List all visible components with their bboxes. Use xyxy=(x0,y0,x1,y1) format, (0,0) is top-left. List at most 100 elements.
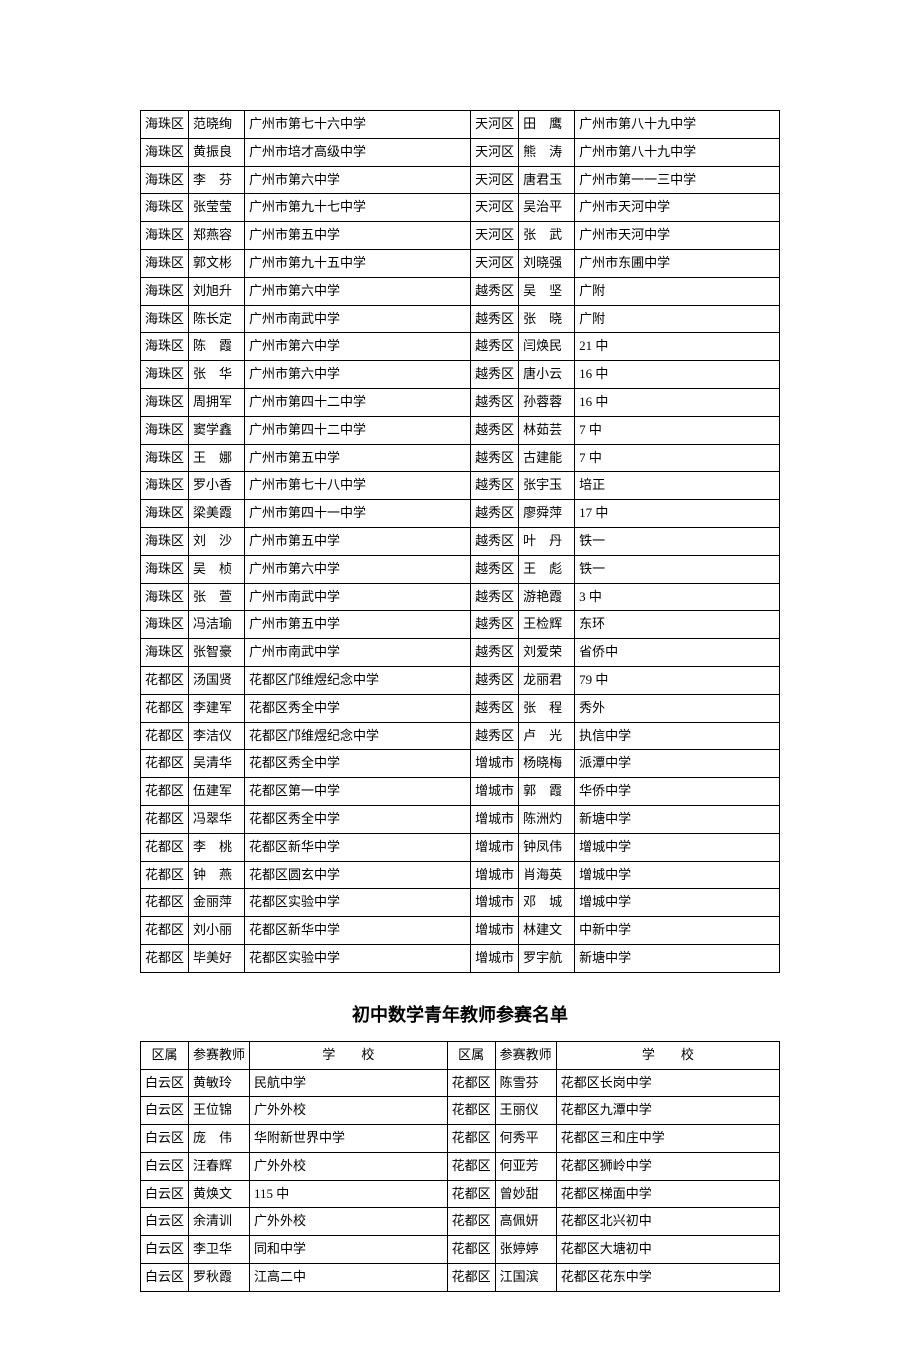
table-cell: 唐小云 xyxy=(519,361,575,389)
table-cell: 罗秋霞 xyxy=(189,1264,250,1292)
table-cell: 新塘中学 xyxy=(575,944,780,972)
table-cell: 115 中 xyxy=(250,1180,448,1208)
table-cell: 越秀区 xyxy=(471,555,519,583)
table-cell: 广州市南武中学 xyxy=(245,639,471,667)
table-cell: 增城市 xyxy=(471,750,519,778)
table-cell: 广外外校 xyxy=(250,1208,448,1236)
table-cell: 白云区 xyxy=(141,1069,189,1097)
table-cell: 广州市南武中学 xyxy=(245,583,471,611)
table-row: 花都区汤国贤花都区邝维煜纪念中学越秀区龙丽君79 中 xyxy=(141,666,780,694)
table-cell: 花都区长岗中学 xyxy=(556,1069,779,1097)
table-cell: 李洁仪 xyxy=(189,722,245,750)
table-row: 花都区冯翠华花都区秀全中学增城市陈洲灼新塘中学 xyxy=(141,805,780,833)
header-cell: 区属 xyxy=(141,1041,189,1069)
table-cell: 7 中 xyxy=(575,416,780,444)
table-cell: 花都区 xyxy=(141,917,189,945)
table-row: 海珠区陈 霞广州市第六中学越秀区闫焕民21 中 xyxy=(141,333,780,361)
table-cell: 张 萱 xyxy=(189,583,245,611)
table-cell: 汤国贤 xyxy=(189,666,245,694)
table-cell: 吴治平 xyxy=(519,194,575,222)
table-row: 花都区李洁仪花都区邝维煜纪念中学越秀区卢 光执信中学 xyxy=(141,722,780,750)
table-row: 海珠区吴 桢广州市第六中学越秀区王 彪铁一 xyxy=(141,555,780,583)
table-cell: 刘旭升 xyxy=(189,277,245,305)
table-cell: 增城市 xyxy=(471,944,519,972)
table-cell: 广州市天河中学 xyxy=(575,222,780,250)
table-cell: 培正 xyxy=(575,472,780,500)
table-row: 海珠区张智豪广州市南武中学越秀区刘爱荣省侨中 xyxy=(141,639,780,667)
table-cell: 白云区 xyxy=(141,1264,189,1292)
table-cell: 花都区邝维煜纪念中学 xyxy=(245,722,471,750)
table-cell: 刘小丽 xyxy=(189,917,245,945)
table-cell: 罗宇航 xyxy=(519,944,575,972)
table-cell: 花都区 xyxy=(141,722,189,750)
table-cell: 花都区实验中学 xyxy=(245,944,471,972)
table-cell: 越秀区 xyxy=(471,305,519,333)
table-cell: 张 武 xyxy=(519,222,575,250)
table-cell: 花都区 xyxy=(447,1208,495,1236)
table-cell: 增城中学 xyxy=(575,833,780,861)
table-cell: 陈雪芬 xyxy=(495,1069,556,1097)
table-row: 花都区刘小丽花都区新华中学增城市林建文中新中学 xyxy=(141,917,780,945)
table-cell: 海珠区 xyxy=(141,249,189,277)
table-cell: 天河区 xyxy=(471,194,519,222)
table-cell: 广州市第七十八中学 xyxy=(245,472,471,500)
table-cell: 李卫华 xyxy=(189,1236,250,1264)
table-cell: 花都区秀全中学 xyxy=(245,805,471,833)
table-cell: 冯翠华 xyxy=(189,805,245,833)
table-row: 海珠区窦学鑫广州市第四十二中学越秀区林茹芸7 中 xyxy=(141,416,780,444)
table-cell: 广州市第六中学 xyxy=(245,277,471,305)
table-cell: 海珠区 xyxy=(141,444,189,472)
table-cell: 花都区第一中学 xyxy=(245,778,471,806)
table-cell: 花都区 xyxy=(141,833,189,861)
table-cell: 王检辉 xyxy=(519,611,575,639)
table-cell: 罗小香 xyxy=(189,472,245,500)
table-cell: 同和中学 xyxy=(250,1236,448,1264)
table-cell: 花都区狮岭中学 xyxy=(556,1152,779,1180)
table-cell: 江高二中 xyxy=(250,1264,448,1292)
table-cell: 花都区 xyxy=(447,1097,495,1125)
table-cell: 民航中学 xyxy=(250,1069,448,1097)
table-cell: 叶 丹 xyxy=(519,527,575,555)
table-cell: 李 芬 xyxy=(189,166,245,194)
table-cell: 越秀区 xyxy=(471,472,519,500)
table-row: 白云区王位锦广外外校花都区王丽仪花都区九潭中学 xyxy=(141,1097,780,1125)
table-cell: 秀外 xyxy=(575,694,780,722)
table-cell: 天河区 xyxy=(471,111,519,139)
table-cell: 白云区 xyxy=(141,1208,189,1236)
table-cell: 花都区 xyxy=(141,694,189,722)
table-cell: 越秀区 xyxy=(471,388,519,416)
table-cell: 何秀平 xyxy=(495,1125,556,1153)
table-cell: 海珠区 xyxy=(141,472,189,500)
table-cell: 闫焕民 xyxy=(519,333,575,361)
table-row: 白云区余清训广外外校花都区高佩妍花都区北兴初中 xyxy=(141,1208,780,1236)
table-cell: 王丽仪 xyxy=(495,1097,556,1125)
table-cell: 花都区 xyxy=(141,778,189,806)
table-row: 花都区毕美好花都区实验中学增城市罗宇航新塘中学 xyxy=(141,944,780,972)
table-cell: 花都区三和庄中学 xyxy=(556,1125,779,1153)
table-row: 海珠区张 华广州市第六中学越秀区唐小云16 中 xyxy=(141,361,780,389)
table-cell: 伍建军 xyxy=(189,778,245,806)
table-cell: 海珠区 xyxy=(141,138,189,166)
table-cell: 越秀区 xyxy=(471,694,519,722)
table-cell: 广州市南武中学 xyxy=(245,305,471,333)
table-cell: 花都区 xyxy=(141,750,189,778)
table-cell: 海珠区 xyxy=(141,527,189,555)
table-cell: 汪春辉 xyxy=(189,1152,250,1180)
table-row: 白云区黄焕文115 中花都区曾妙甜花都区梯面中学 xyxy=(141,1180,780,1208)
table-cell: 花都区新华中学 xyxy=(245,917,471,945)
table-cell: 海珠区 xyxy=(141,639,189,667)
table-cell: 黄振良 xyxy=(189,138,245,166)
header-cell: 区属 xyxy=(447,1041,495,1069)
table-row: 花都区金丽萍花都区实验中学增城市邓 城增城中学 xyxy=(141,889,780,917)
table-cell: 海珠区 xyxy=(141,166,189,194)
table-cell: 林建文 xyxy=(519,917,575,945)
table-cell: 张宇玉 xyxy=(519,472,575,500)
table-cell: 广附 xyxy=(575,305,780,333)
header-cell: 参赛教师 xyxy=(189,1041,250,1069)
table-cell: 张 晓 xyxy=(519,305,575,333)
table-cell: 何亚芳 xyxy=(495,1152,556,1180)
table-cell: 派潭中学 xyxy=(575,750,780,778)
table-cell: 越秀区 xyxy=(471,639,519,667)
table-cell: 广州市第五中学 xyxy=(245,527,471,555)
table-cell: 越秀区 xyxy=(471,333,519,361)
